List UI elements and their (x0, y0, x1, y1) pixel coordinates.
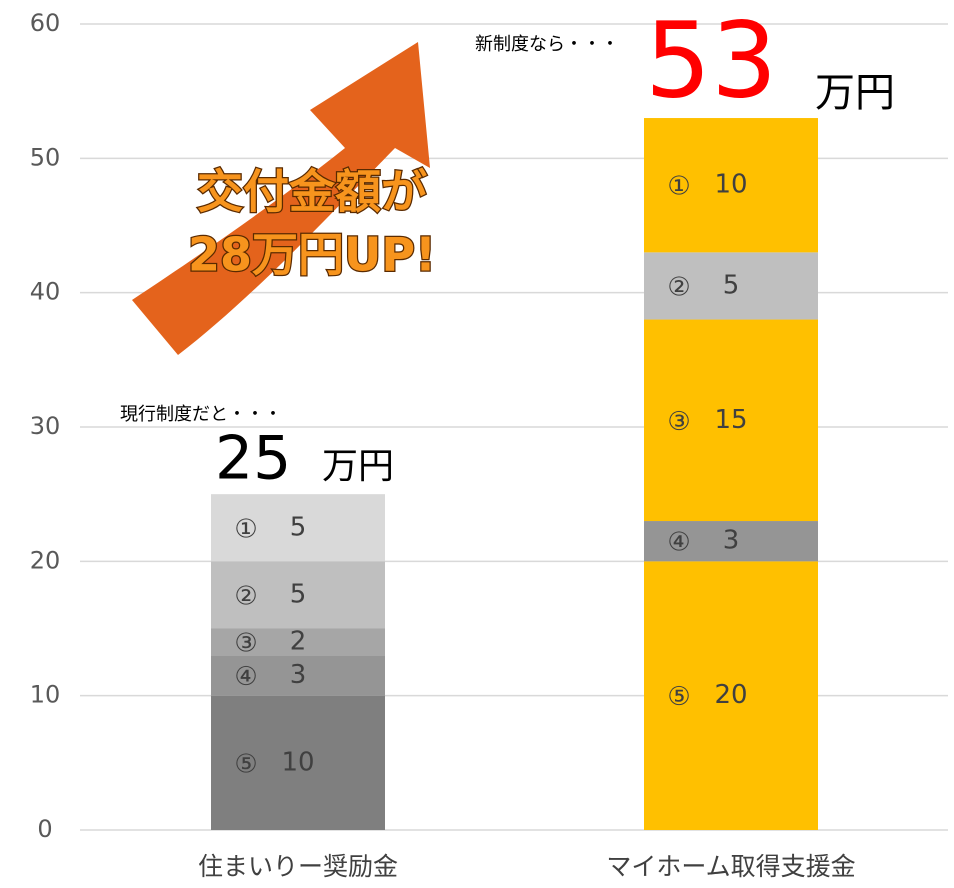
y-tick-label: 50 (30, 143, 61, 171)
data-label: 10 (281, 747, 314, 777)
y-tick-label: 60 (30, 9, 61, 37)
data-label: 3 (723, 526, 740, 556)
y-tick-label: 0 (37, 815, 52, 843)
annotation-note: 新制度なら・・・ (475, 34, 619, 55)
segment-name: ④ (234, 662, 257, 692)
data-label: 2 (290, 626, 307, 656)
y-tick-label: 30 (30, 412, 61, 440)
data-label: 3 (290, 660, 307, 690)
chart: 交付金額が 28万円UP! 現行制度だと・・・ 25 万円 新制度なら・・・ 5… (0, 0, 954, 888)
data-label: 5 (723, 270, 740, 300)
y-tick-label: 40 (30, 278, 61, 306)
data-label: 10 (714, 170, 747, 200)
annotation-unit: 万円 (322, 446, 394, 487)
segment-name: ③ (234, 628, 257, 658)
y-tick-label: 20 (30, 546, 61, 574)
callout-line: 交付金額が (197, 165, 427, 219)
segment-name: ④ (667, 528, 690, 558)
data-label: 20 (714, 680, 747, 710)
y-tick-label: 10 (30, 681, 61, 709)
data-label: 5 (290, 579, 307, 609)
annotation-total: 53 (645, 0, 777, 121)
annotation-unit: 万円 (815, 70, 895, 116)
callout-line: 28万円UP! (188, 228, 436, 282)
x-tick-label: 住まいりー奨励金 (198, 852, 398, 881)
segment-name: ③ (667, 407, 690, 437)
segment-name: ① (667, 172, 690, 202)
data-label: 5 (290, 512, 307, 542)
annotation-note: 現行制度だと・・・ (120, 404, 282, 425)
segment-name: ② (234, 581, 257, 611)
segment-name: ⑤ (234, 749, 257, 779)
data-label: 15 (714, 405, 747, 435)
annotation-total: 25 (215, 424, 291, 494)
x-tick-label: マイホーム取得支援金 (606, 852, 855, 881)
segment-name: ① (234, 514, 257, 544)
segment-name: ⑤ (667, 682, 690, 712)
segment-name: ② (667, 272, 690, 302)
